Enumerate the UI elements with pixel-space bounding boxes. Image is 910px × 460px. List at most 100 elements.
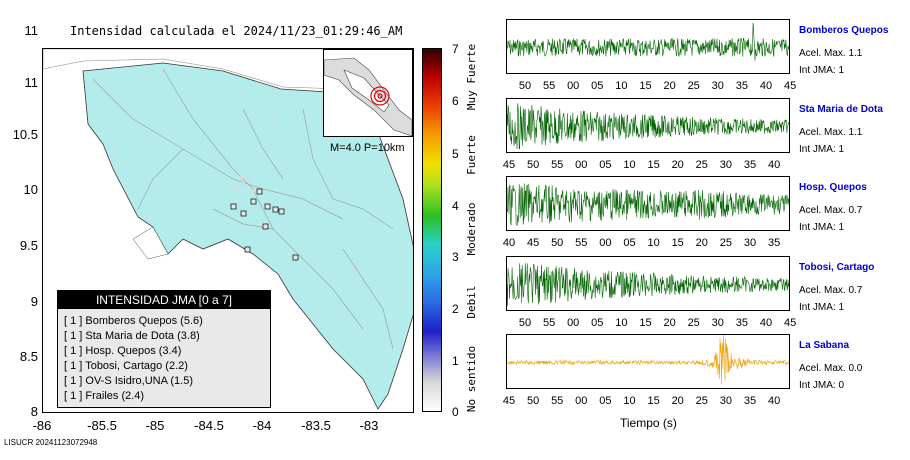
seismogram-trace bbox=[507, 22, 789, 61]
station-accel: Acel. Max. 1.1 bbox=[799, 127, 863, 138]
time-tick: 00 bbox=[575, 395, 588, 407]
time-tick: 40 bbox=[759, 317, 773, 329]
time-tick: 50 bbox=[518, 317, 532, 329]
time-tick: 15 bbox=[639, 80, 652, 92]
time-tick: 00 bbox=[599, 237, 612, 249]
time-tick: 20 bbox=[671, 395, 684, 407]
colorbar-number: 4 bbox=[452, 199, 459, 213]
time-tick: 40 bbox=[767, 395, 781, 407]
station-accel: Acel. Max. 1.1 bbox=[799, 48, 863, 59]
legend-item: [ 1 ] Tobosi, Cartago (2.2) bbox=[64, 360, 188, 372]
footer-id: LISUCR 20241123072948 bbox=[4, 438, 98, 447]
map-y-tick: 10 bbox=[23, 182, 38, 197]
seismogram-panel bbox=[506, 256, 790, 311]
map-y-tick: 8 bbox=[30, 404, 38, 419]
colorbar-label: Fuerte bbox=[465, 135, 478, 175]
time-tick: 45 bbox=[502, 159, 516, 171]
time-tick: 55 bbox=[542, 80, 556, 92]
time-tick: 05 bbox=[591, 80, 604, 92]
time-tick: 25 bbox=[719, 237, 733, 249]
epicenter-icon bbox=[370, 86, 390, 106]
map-y-tick: 11 bbox=[24, 75, 39, 90]
colorbar-number: 0 bbox=[452, 405, 459, 419]
station-intensity: Int JMA: 1 bbox=[799, 144, 845, 155]
map-canvas bbox=[43, 49, 413, 410]
map-y-tick: 10.5 bbox=[12, 127, 38, 142]
colorbar-label: No sentido bbox=[465, 345, 478, 413]
time-tick: 20 bbox=[695, 237, 708, 249]
colorbar-number: 6 bbox=[452, 94, 459, 108]
time-tick: 15 bbox=[647, 159, 660, 171]
colorbar-label: Debil bbox=[465, 285, 478, 319]
seismogram-trace bbox=[507, 183, 789, 226]
station-name: Bomberos Quepos bbox=[799, 25, 889, 36]
waveform-line bbox=[507, 103, 789, 150]
seismogram-trace bbox=[507, 103, 789, 150]
map-x-tick: -84.5 bbox=[194, 418, 224, 433]
seismogram-panel bbox=[506, 19, 790, 74]
time-tick: 35 bbox=[743, 159, 757, 171]
seismogram-trace bbox=[507, 335, 789, 385]
time-tick: 35 bbox=[735, 317, 749, 329]
station-name: Hosp. Quepos bbox=[799, 182, 867, 193]
station-intensity: Int JMA: 0 bbox=[799, 380, 845, 391]
map-x-tick: -83 bbox=[359, 418, 379, 433]
waveform-line bbox=[507, 183, 789, 226]
waveform-line bbox=[507, 22, 789, 61]
map-y-tick: 8.5 bbox=[19, 349, 38, 364]
colorbar-number: 5 bbox=[452, 147, 459, 161]
colorbar-number: 1 bbox=[452, 354, 459, 368]
time-tick: 45 bbox=[783, 80, 797, 92]
legend-item: [ 1 ] Bomberos Quepos (5.6) bbox=[64, 315, 203, 327]
time-tick: 35 bbox=[767, 237, 781, 249]
time-tick: 00 bbox=[575, 159, 588, 171]
station-intensity: Int JMA: 1 bbox=[799, 222, 845, 233]
map-x-tick: -83.5 bbox=[301, 418, 331, 433]
time-tick: 05 bbox=[599, 159, 612, 171]
time-axis-label: Tiempo (s) bbox=[620, 416, 677, 430]
time-tick: 10 bbox=[615, 80, 628, 92]
time-tick: 00 bbox=[567, 317, 580, 329]
time-tick: 40 bbox=[502, 237, 516, 249]
legend-item: [ 1 ] OV-S Isidro,UNA (1.5) bbox=[64, 375, 193, 387]
time-tick: 05 bbox=[599, 395, 612, 407]
time-tick: 45 bbox=[502, 395, 516, 407]
colorbar-label: Moderado bbox=[465, 202, 478, 256]
map-y-tick: 9.5 bbox=[19, 238, 38, 253]
legend-item: [ 1 ] Sta Maria de Dota (3.8) bbox=[64, 330, 200, 342]
map-y-tick: 9 bbox=[30, 294, 38, 309]
time-tick: 05 bbox=[623, 237, 636, 249]
map-title: Intensidad calculada el 2024/11/23_01:29… bbox=[70, 24, 403, 38]
seismogram-panel bbox=[506, 176, 790, 231]
map-x-tick: -84 bbox=[252, 418, 272, 433]
station-name: La Sabana bbox=[799, 340, 850, 351]
station-name: Tobosi, Cartago bbox=[799, 262, 875, 273]
colorbar-number: 7 bbox=[452, 42, 459, 56]
time-tick: 20 bbox=[663, 80, 676, 92]
time-tick: 50 bbox=[518, 80, 532, 92]
seismogram-trace bbox=[507, 263, 789, 307]
waveform-line bbox=[507, 335, 789, 385]
time-tick: 15 bbox=[639, 317, 652, 329]
time-tick: 55 bbox=[575, 237, 588, 249]
colorbar-number: 3 bbox=[452, 250, 459, 264]
seismogram-panel bbox=[506, 334, 790, 389]
station-accel: Acel. Max. 0.7 bbox=[799, 205, 863, 216]
colorbar-label: Muy Fuerte bbox=[465, 43, 478, 111]
time-tick: 45 bbox=[526, 237, 540, 249]
time-tick: 35 bbox=[743, 395, 757, 407]
time-tick: 20 bbox=[663, 317, 676, 329]
colorbar-number: 2 bbox=[452, 302, 459, 316]
map-x-tick: -86 bbox=[32, 418, 52, 433]
legend-item: [ 1 ] Hosp. Quepos (3.4) bbox=[64, 345, 182, 357]
map-y-tick: 11 bbox=[24, 23, 39, 38]
time-tick: 30 bbox=[719, 395, 733, 407]
intensity-legend: INTENSIDAD JMA [0 a 7] [ 1 ] Bomberos Qu… bbox=[57, 290, 271, 408]
time-tick: 25 bbox=[695, 159, 708, 171]
map-x-tick: -85 bbox=[145, 418, 165, 433]
time-tick: 30 bbox=[743, 237, 757, 249]
station-intensity: Int JMA: 1 bbox=[799, 65, 845, 76]
time-tick: 10 bbox=[647, 237, 660, 249]
waveform-line bbox=[507, 263, 789, 307]
time-tick: 50 bbox=[526, 159, 540, 171]
